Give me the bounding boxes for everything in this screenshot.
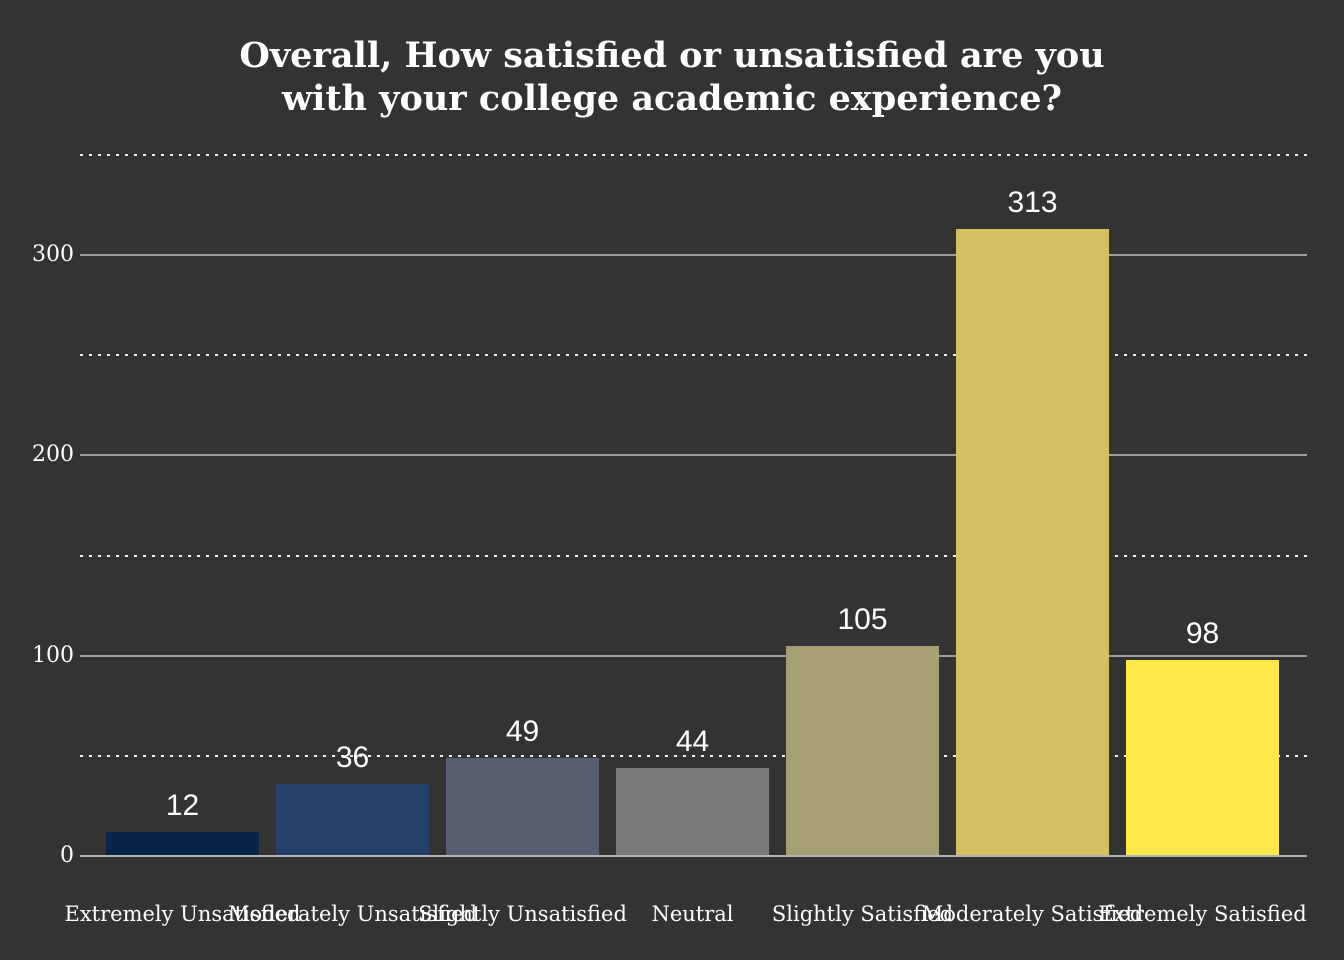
- bar-value-label-extremely-satisfied: 98: [1185, 616, 1220, 650]
- bar-value-label-slightly-unsatisfied: 49: [505, 714, 540, 748]
- bar-slightly-satisfied: [786, 645, 939, 856]
- bar-value-label-neutral: 44: [675, 724, 710, 758]
- x-axis-label-slightly-unsatisfied: Slightly Unsatisfied: [418, 902, 627, 926]
- y-axis-tick-label-0: 0: [60, 843, 74, 868]
- chart-title-line-1: Overall, How satisfied or unsatisfied ar…: [239, 35, 1105, 76]
- bar-value-label-moderately-unsatisfied: 36: [335, 740, 370, 774]
- y-axis-tick-label-300: 300: [32, 242, 74, 268]
- x-axis-line: [80, 855, 1307, 857]
- bar-extremely-unsatisfied: [106, 831, 259, 856]
- bar-value-label-moderately-satisfied: 313: [1007, 186, 1058, 220]
- minor-gridline-50: [80, 754, 1307, 757]
- minor-gridline-350: [80, 154, 1307, 156]
- bar-moderately-unsatisfied: [276, 783, 429, 856]
- major-gridline-300: [80, 254, 1307, 257]
- x-axis-label-extremely-unsatisfied: Extremely Unsatisfied: [64, 902, 301, 926]
- x-axis-label-moderately-satisfied: Moderately Satisfied: [921, 902, 1144, 926]
- x-axis-label-moderately-unsatisfied: Moderately Unsatisfied: [227, 902, 478, 926]
- bar-extremely-satisfied: [1126, 659, 1279, 856]
- minor-gridline-250: [80, 354, 1307, 357]
- x-axis-label-slightly-satisfied: Slightly Satisfied: [771, 902, 954, 926]
- x-axis-label-neutral: Neutral: [651, 902, 734, 926]
- y-axis-tick-label-200: 200: [32, 442, 74, 468]
- bar-moderately-satisfied: [956, 229, 1109, 856]
- chart-title-line-2: with your college academic experience?: [281, 78, 1063, 119]
- y-axis-tick-label-100: 100: [32, 642, 74, 668]
- bar-value-label-extremely-unsatisfied: 12: [165, 788, 200, 822]
- bar-value-label-slightly-satisfied: 105: [837, 602, 888, 636]
- chart-title: Overall, How satisfied or unsatisfied ar…: [0, 34, 1344, 120]
- major-gridline-200: [80, 454, 1307, 457]
- bar-neutral: [616, 767, 769, 856]
- x-axis-label-extremely-satisfied: Extremely Satisfied: [1098, 902, 1307, 926]
- minor-gridline-150: [80, 554, 1307, 557]
- bar-slightly-unsatisfied: [446, 757, 599, 856]
- major-gridline-100: [80, 654, 1307, 657]
